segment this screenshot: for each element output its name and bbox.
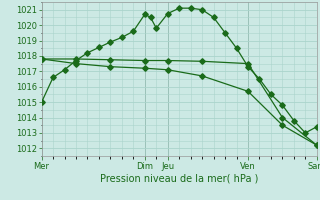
X-axis label: Pression niveau de la mer( hPa ): Pression niveau de la mer( hPa ) bbox=[100, 173, 258, 183]
